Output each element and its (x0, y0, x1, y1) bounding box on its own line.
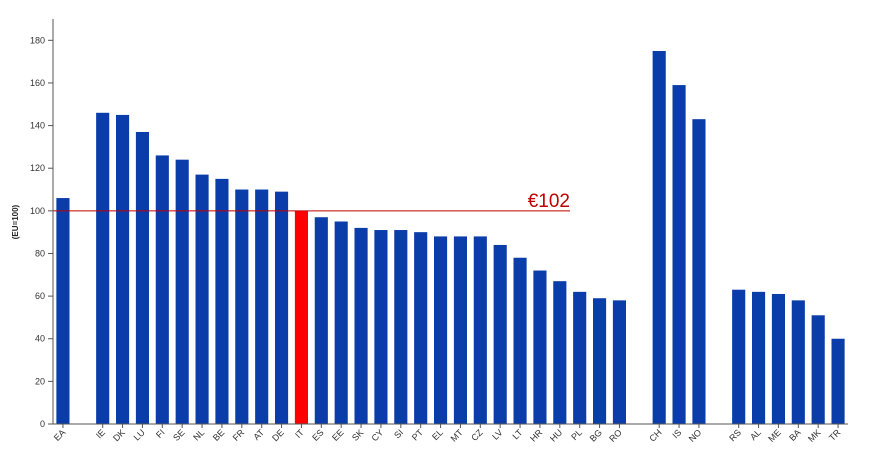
bar-lt (513, 257, 527, 424)
x-tick-label-it: IT (293, 427, 306, 440)
x-tick-label-rs: RS (727, 427, 743, 443)
y-tick-label: 120 (30, 163, 45, 173)
bar-cy (374, 230, 388, 424)
bar-es (314, 217, 328, 424)
y-tick-label: 60 (35, 291, 45, 301)
x-tick-label-lu: LU (132, 427, 147, 442)
bar-cz (473, 236, 487, 424)
bar-ba (791, 300, 805, 424)
bar-nl (195, 174, 209, 424)
x-tick-label-mk: MK (806, 427, 823, 444)
bar-ie (96, 112, 110, 424)
x-tick-label-be: BE (211, 427, 227, 443)
x-tick-label-pl: PL (569, 427, 584, 442)
x-tick-label-lt: LT (510, 427, 524, 441)
bar-at (255, 189, 269, 424)
x-tick-label-mt: MT (449, 427, 466, 444)
bar-no (692, 119, 706, 425)
x-tick-label-cz: CZ (469, 427, 485, 443)
x-tick-label-al: AL (748, 427, 763, 442)
x-tick-label-nl: NL (191, 427, 206, 442)
x-tick-label-fi: FI (154, 427, 167, 440)
x-tick-label-fr: FR (231, 427, 247, 443)
bar-ch (652, 50, 666, 424)
bar-lu (135, 131, 149, 424)
bar-ea (56, 198, 70, 424)
reference-line-label: €102 (528, 191, 570, 212)
y-tick-label: 180 (30, 35, 45, 45)
bar-lv (493, 244, 507, 424)
bar-si (394, 230, 408, 424)
bar-mk (811, 315, 825, 424)
bar-hu (553, 281, 567, 424)
x-axis: EA IE DK LU FI SE NL BE FR AT DE IT ES EE SK CY SI PT EL MT… (52, 423, 848, 444)
x-tick-label-ea: EA (52, 427, 68, 443)
bar-tr (831, 338, 845, 424)
y-axis-title: (EU=100) (11, 204, 20, 239)
bar-me (771, 293, 785, 424)
y-tick-label: 80 (35, 248, 45, 258)
y-tick-label: 100 (30, 206, 45, 216)
bar-el (434, 236, 448, 424)
x-tick-label-se: SE (171, 427, 187, 443)
y-tick-label: 0 (40, 419, 45, 429)
x-tick-label-bg: BG (588, 427, 604, 443)
x-tick-label-no: NO (687, 427, 704, 444)
y-tick-label: 40 (35, 334, 45, 344)
y-axis: 0 20 40 60 80 100 120 140 160 180 (30, 19, 54, 429)
x-tick-label-tr: TR (827, 427, 843, 443)
x-tick-label-es: ES (310, 427, 326, 443)
x-tick-label-at: AT (251, 427, 266, 442)
bar-sk (354, 227, 368, 424)
x-tick-label-is: IS (670, 427, 683, 440)
x-tick-label-si: SI (392, 427, 405, 440)
x-tick-label-de: DE (270, 427, 286, 443)
bars-group (56, 50, 845, 425)
bar-rs (732, 289, 746, 424)
x-tick-label-ie: IE (94, 427, 107, 440)
bar-pt (414, 232, 428, 424)
bar-ee (334, 221, 348, 424)
x-tick-label-ba: BA (787, 427, 803, 443)
y-tick-label: 160 (30, 78, 45, 88)
y-tick-label: 140 (30, 121, 45, 131)
x-tick-label-dk: DK (111, 427, 127, 443)
bar-fi (155, 155, 169, 425)
x-tick-label-ch: CH (647, 427, 663, 443)
bar-be (215, 178, 229, 424)
bar-mt (453, 236, 467, 424)
x-tick-label-me: ME (766, 427, 783, 444)
x-tick-label-lv: LV (490, 427, 504, 441)
bar-ro (612, 300, 626, 424)
x-tick-label-hr: HR (528, 427, 545, 444)
bar-se (175, 159, 189, 424)
x-tick-label-pt: PT (410, 427, 426, 443)
x-tick-label-el: EL (430, 427, 445, 442)
bar-it (294, 210, 308, 424)
bar-is (672, 85, 686, 424)
x-tick-label-ro: RO (607, 427, 624, 444)
x-tick-label-sk: SK (350, 427, 366, 443)
x-tick-label-cy: CY (369, 427, 385, 443)
y-tick-label: 20 (35, 376, 45, 386)
bar-pl (573, 291, 587, 424)
x-tick-label-hu: HU (548, 427, 564, 443)
bar-de (275, 191, 289, 424)
bar-fr (235, 189, 249, 424)
bar-hr (533, 270, 547, 424)
bar-al (752, 291, 766, 424)
bar-bg (593, 298, 607, 424)
bar-dk (116, 114, 130, 425)
x-tick-label-ee: EE (330, 427, 346, 443)
